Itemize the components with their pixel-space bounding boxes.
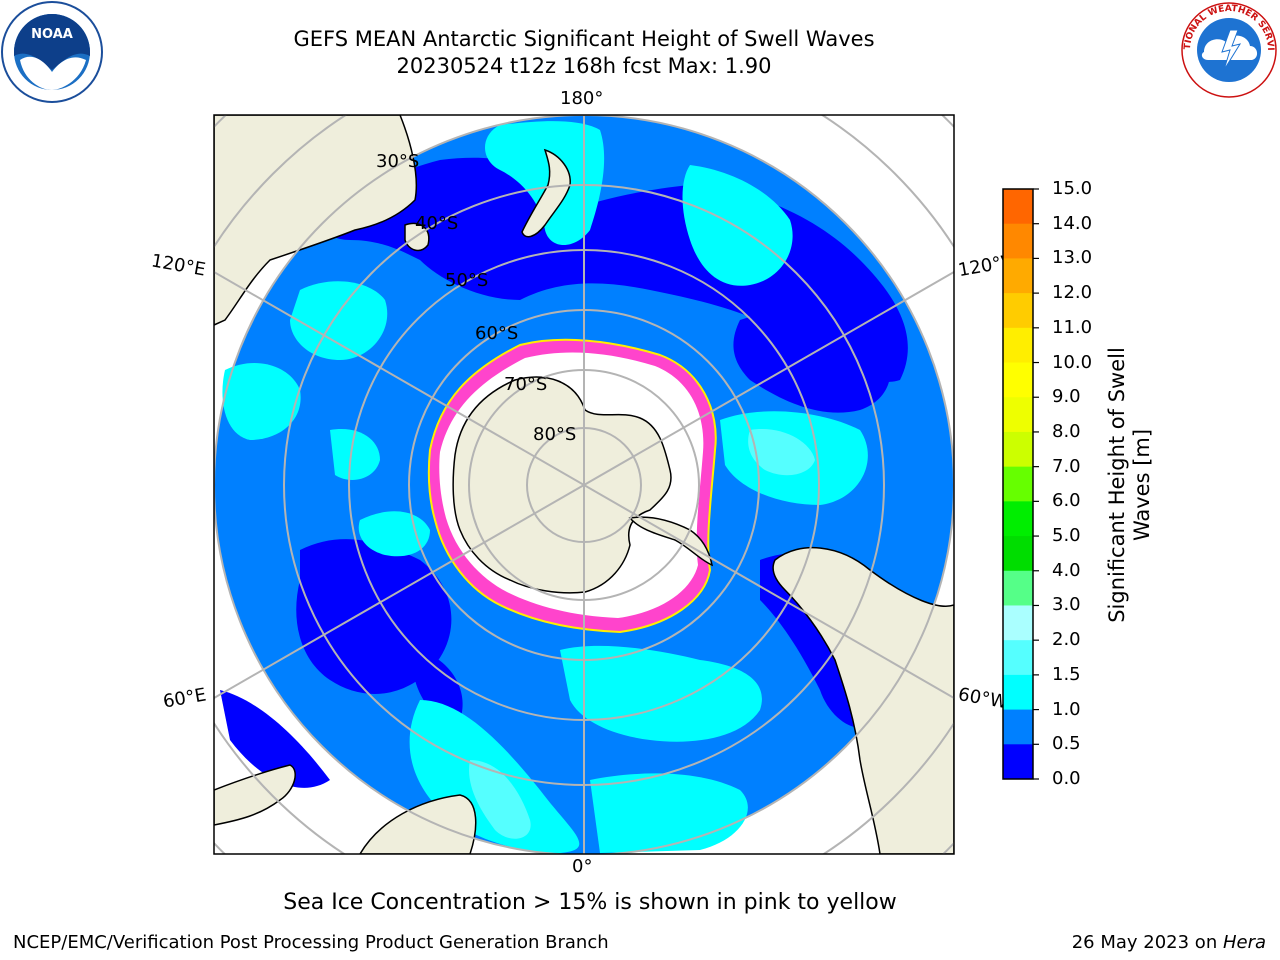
colorbar-tick-label: 15.0: [1052, 178, 1093, 199]
lat-label-70s: 70°S: [504, 374, 548, 395]
colorbar-segment: [1003, 189, 1033, 225]
colorbar-segment: [1003, 223, 1033, 259]
colorbar-tick-label: 3.0: [1052, 594, 1081, 616]
colorbar-tick-label: 5.0: [1052, 525, 1081, 547]
sea-ice-caption: Sea Ice Concentration > 15% is shown in …: [283, 890, 897, 915]
tasmania-land: [404, 222, 430, 252]
colorbar-segment: [1003, 640, 1033, 676]
lat-label-30s: 30°S: [376, 151, 420, 172]
graticule: [214, 115, 954, 854]
lat-label-50s: 50°S: [445, 270, 489, 291]
footer-host: Hera: [1222, 932, 1266, 953]
colorbar-segment: [1003, 466, 1033, 502]
colorbar-title-line1: Significant Height of Swell: [1104, 347, 1129, 623]
colorbar-segment: [1003, 570, 1033, 606]
colorbar-segment: [1003, 293, 1033, 329]
colorbar-tick-label: 8.0: [1052, 420, 1081, 442]
colorbar-segment: [1003, 431, 1033, 468]
colorbar-tick-label: 14.0: [1052, 212, 1093, 234]
swell-high-regions: [469, 429, 815, 839]
footer-date: 26 May 2023 on Hera: [1072, 932, 1266, 953]
nws-logo: NATIONAL WEATHER SERVICE: [1178, 0, 1277, 98]
chart-subtitle: 20230524 t12z 168h fcst Max: 1.90: [396, 54, 772, 78]
colorbar-segment: [1003, 362, 1033, 398]
colorbar-segment: [1003, 709, 1033, 745]
colorbar-segment: [1003, 327, 1033, 364]
colorbar-title: Significant Height of Swell Waves [m]: [1105, 347, 1155, 623]
colorbar-tick-label: 4.0: [1052, 559, 1081, 581]
colorbar-segment: [1003, 397, 1033, 433]
colorbar-tick-label: 1.0: [1052, 698, 1081, 720]
colorbar-segment: [1003, 744, 1033, 780]
colorbar-segment: [1003, 605, 1033, 641]
noaa-logo-text: NOAA: [31, 27, 73, 42]
lat-label-60s: 60°S: [475, 323, 519, 344]
antarctic-peninsula: [628, 516, 714, 567]
chart-title: GEFS MEAN Antarctic Significant Height o…: [293, 27, 875, 51]
colorbar-frame: [1002, 188, 1034, 780]
colorbar-title-line2: Waves [m]: [1130, 428, 1154, 542]
footer-credit: NCEP/EMC/Verification Post Processing Pr…: [13, 932, 609, 953]
colorbar-tick-label: 13.0: [1052, 247, 1093, 269]
colorbar-tick-label: 9.0: [1052, 386, 1081, 408]
colorbar-tick-label: 12.0: [1052, 282, 1093, 304]
colorbar-tick-label: 0.0: [1052, 768, 1081, 789]
colorbar-segment: [1003, 258, 1033, 294]
colorbar-tick-label: 7.0: [1052, 455, 1081, 477]
footer-date-text: 26 May 2023 on: [1071, 932, 1223, 953]
colorbar-tick-label: 11.0: [1052, 316, 1093, 338]
lat-label-40s: 40°S: [415, 213, 459, 234]
antarctica-land: [452, 376, 672, 594]
australia-land: [214, 115, 418, 326]
lat-label-80s: 80°S: [533, 424, 577, 445]
colorbar-tick-label: 10.0: [1052, 351, 1093, 373]
new-zealand-land: [521, 148, 571, 238]
colorbar-tick-label: 6.0: [1052, 490, 1081, 512]
lon-label-bottom: 0°: [572, 856, 593, 877]
africa-land: [359, 794, 477, 854]
colorbar-segment: [1003, 501, 1033, 537]
map-frame: [213, 114, 955, 855]
colorbar-tick-label: 1.5: [1052, 663, 1081, 685]
colorbar-segment: [1003, 674, 1033, 711]
colorbar-segment: [1003, 536, 1033, 572]
colorbar-tick-label: 2.0: [1052, 629, 1081, 651]
colorbar: [1002, 188, 1039, 780]
noaa-logo: NOAA: [1, 1, 103, 103]
lon-label-top: 180°: [560, 88, 604, 109]
colorbar-tick-label: 0.5: [1052, 733, 1081, 755]
